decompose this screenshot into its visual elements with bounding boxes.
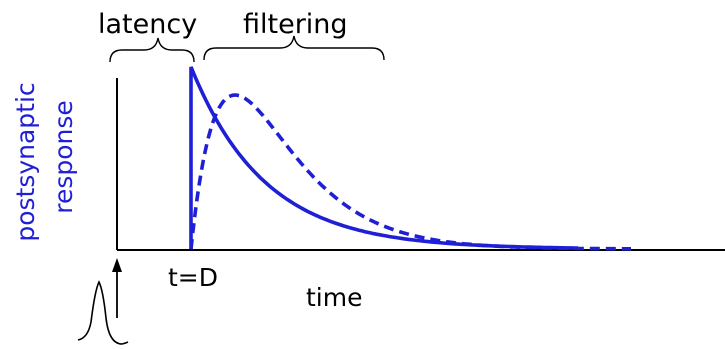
stimulus-arrow-icon (112, 258, 122, 318)
y-axis-label-line1: postsynaptic (11, 82, 40, 241)
delay-tick-label: t=D (168, 263, 218, 292)
instantaneous-response-curve (189, 66, 578, 250)
y-axis-label-line2: response (49, 100, 78, 214)
filtering-brace (203, 35, 385, 61)
x-axis-label: time (306, 283, 362, 312)
latency-label: latency (98, 9, 197, 40)
action-potential-icon (77, 280, 129, 345)
filtering-label: filtering (243, 9, 348, 40)
latency-brace (109, 37, 195, 63)
